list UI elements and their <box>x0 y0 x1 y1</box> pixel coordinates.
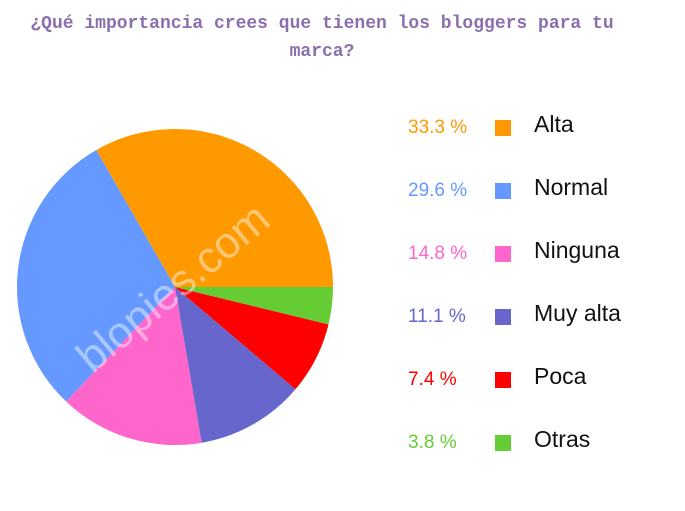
pie-slice <box>175 287 333 325</box>
legend-swatch <box>495 183 511 199</box>
value-label: 3.8 % <box>408 432 457 453</box>
legend-label: Ninguna <box>534 237 620 263</box>
value-label: 11.1 % <box>408 306 466 327</box>
legend-swatch <box>495 435 511 451</box>
pie-slice <box>175 287 296 443</box>
legend-label: Otras <box>534 426 590 452</box>
value-label: 7.4 % <box>408 369 457 390</box>
value-label: 33.3 % <box>408 117 467 138</box>
legend-label: Poca <box>534 363 587 389</box>
legend-swatch <box>495 372 511 388</box>
legend-label: Alta <box>534 111 574 137</box>
pie-slice <box>96 129 334 287</box>
chart-title: ¿Qué importancia crees que tienen los bl… <box>30 14 614 62</box>
value-label: 29.6 % <box>408 180 467 201</box>
pie-slice <box>66 287 202 445</box>
legend-label: Muy alta <box>534 300 621 326</box>
pie-slice <box>175 287 329 390</box>
pie-slice <box>16 150 176 402</box>
value-label: 14.8 % <box>408 243 467 264</box>
legend-swatch <box>495 120 511 136</box>
legend-swatch <box>495 309 511 325</box>
legend-label: Normal <box>534 174 608 200</box>
legend-swatch <box>495 246 511 262</box>
